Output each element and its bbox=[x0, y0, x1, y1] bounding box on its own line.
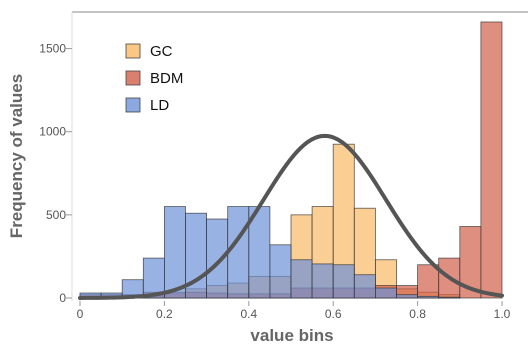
legend: GC BDM LD bbox=[125, 43, 183, 114]
y-axis-title: Frequency of values bbox=[7, 74, 26, 238]
curve-layer bbox=[78, 133, 504, 300]
x-tick-label: 1.0 bbox=[494, 307, 511, 321]
legend-swatch-ld bbox=[125, 97, 141, 113]
bar-ld bbox=[269, 244, 292, 299]
fit-curve-line bbox=[78, 133, 504, 300]
bars-layer bbox=[79, 21, 503, 299]
legend-swatch-gc bbox=[125, 43, 141, 59]
bar-ld bbox=[332, 264, 355, 299]
x-tick-label: 0.2 bbox=[156, 307, 173, 321]
x-tick-label: 0.8 bbox=[409, 307, 426, 321]
y-tick-label: 500 bbox=[46, 208, 66, 222]
bar-bdm bbox=[480, 21, 503, 299]
bar-bdm bbox=[417, 264, 440, 299]
x-tick-label: 0 bbox=[77, 307, 84, 321]
y-tick-label: 1000 bbox=[39, 125, 66, 139]
series-ld-bars bbox=[79, 206, 461, 299]
bar-ld bbox=[311, 263, 334, 299]
y-axis-ticks: 0 500 1000 1500 bbox=[39, 42, 72, 305]
legend-swatch-bdm bbox=[125, 70, 141, 86]
x-axis-ticks: 0 0.2 0.4 0.6 0.8 1.0 bbox=[77, 301, 511, 321]
bar-ld bbox=[163, 206, 186, 299]
bar-ld bbox=[396, 294, 419, 299]
y-tick-label: 0 bbox=[59, 291, 66, 305]
x-tick-label: 0.6 bbox=[325, 307, 342, 321]
bar-ld bbox=[374, 287, 397, 299]
bar-ld bbox=[438, 296, 461, 299]
bar-ld bbox=[417, 295, 440, 299]
bar-ld bbox=[227, 206, 250, 299]
bar-ld bbox=[290, 259, 313, 299]
x-tick-label: 0.4 bbox=[240, 307, 257, 321]
legend-label-ld: LD bbox=[150, 97, 169, 114]
bar-ld bbox=[353, 274, 376, 299]
legend-label-bdm: BDM bbox=[150, 70, 183, 87]
legend-label-gc: GC bbox=[150, 43, 173, 60]
y-tick-label: 1500 bbox=[39, 42, 66, 56]
x-axis-title: value bins bbox=[250, 326, 333, 345]
